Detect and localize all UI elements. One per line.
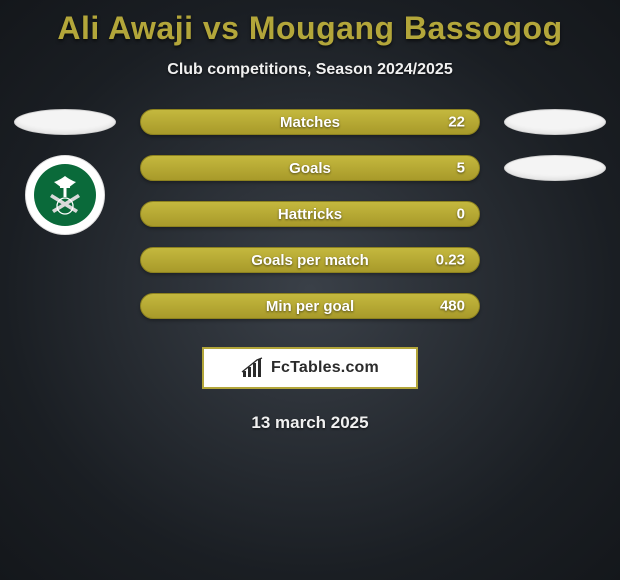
stat-row: Matches 22 [140,109,480,135]
club-badge-left [25,155,105,235]
stat-value: 22 [448,114,465,131]
source-logo: FcTables.com [202,347,418,389]
stat-value: 480 [440,298,465,315]
stat-value: 5 [457,160,465,177]
stat-label: Min per goal [266,298,354,315]
comparison-content: Matches 22 Goals 5 Hattricks 0 Goals per… [0,109,620,433]
stats-list: Matches 22 Goals 5 Hattricks 0 Goals per… [140,109,480,319]
bar-chart-icon [241,357,265,379]
club-right-nameplate [504,155,606,181]
player-right-column [500,109,610,201]
stat-row: Goals per match 0.23 [140,247,480,273]
page-title: Ali Awaji vs Mougang Bassogog [0,0,620,47]
player-left-column [10,109,120,235]
stat-label: Matches [280,114,340,131]
stat-row: Hattricks 0 [140,201,480,227]
player-left-nameplate [14,109,116,135]
stat-label: Goals [289,160,331,177]
stat-value: 0 [457,206,465,223]
stat-row: Min per goal 480 [140,293,480,319]
source-logo-text: FcTables.com [271,359,379,377]
player-right-nameplate [504,109,606,135]
stat-row: Goals 5 [140,155,480,181]
club-crest-icon [34,164,96,226]
date-label: 13 march 2025 [0,413,620,433]
stat-label: Goals per match [251,252,369,269]
subtitle: Club competitions, Season 2024/2025 [0,61,620,79]
stat-label: Hattricks [278,206,342,223]
stat-value: 0.23 [436,252,465,269]
